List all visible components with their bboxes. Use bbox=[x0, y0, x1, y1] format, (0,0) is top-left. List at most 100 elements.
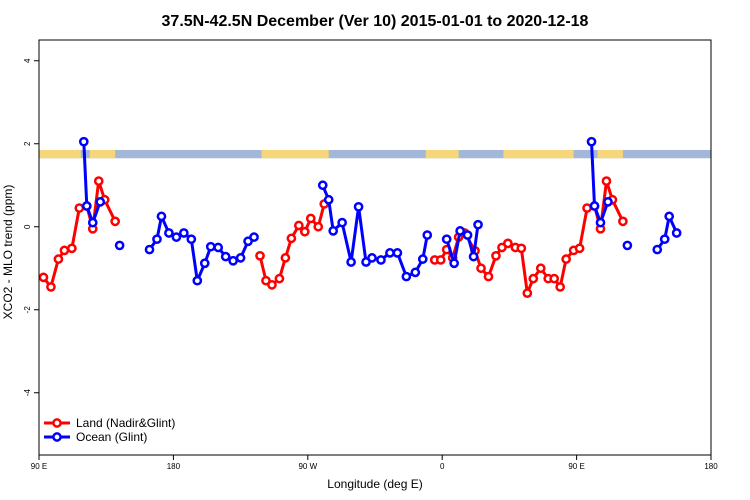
ocean-data-point bbox=[671, 228, 682, 238]
ocean-data-point bbox=[87, 217, 98, 228]
ocean-data-point bbox=[205, 241, 216, 252]
ocean-series-line bbox=[148, 214, 255, 283]
ocean-data-point bbox=[586, 136, 597, 147]
land-data-point bbox=[535, 263, 546, 274]
land-data-point bbox=[574, 243, 585, 254]
land-strip-segment bbox=[39, 149, 81, 159]
ocean-legend-label: Ocean (Glint) bbox=[76, 430, 147, 444]
ocean-data-point bbox=[235, 253, 246, 263]
ocean-data-point bbox=[179, 228, 189, 238]
land-strip-segment bbox=[425, 149, 459, 159]
plot-border bbox=[38, 39, 712, 456]
land-data-point bbox=[601, 176, 612, 186]
ocean-series-line bbox=[590, 141, 610, 225]
land-strip-segment bbox=[89, 149, 116, 159]
x-tick-label: 180 bbox=[704, 462, 718, 471]
plot-area bbox=[38, 136, 711, 298]
land-data-point bbox=[305, 213, 316, 224]
ocean-data-point bbox=[337, 217, 347, 228]
ocean-data-point bbox=[468, 251, 479, 262]
ocean-data-point bbox=[186, 234, 197, 245]
ocean-data-point bbox=[622, 240, 633, 251]
ocean-data-point bbox=[417, 254, 428, 264]
y-tick-label: 2 bbox=[23, 141, 32, 146]
ocean-series-line bbox=[82, 141, 102, 225]
x-tick-label: 180 bbox=[167, 462, 181, 471]
ocean-legend-marker bbox=[52, 432, 62, 442]
y-axis: 4 2 0 -2 -4 bbox=[23, 58, 39, 396]
ocean-data-point bbox=[220, 251, 231, 262]
ocean-data-point bbox=[353, 201, 364, 212]
land-data-point bbox=[293, 220, 304, 231]
ocean-data-point bbox=[664, 211, 675, 222]
land-data-point bbox=[274, 273, 285, 284]
land-strip-segment bbox=[597, 149, 623, 159]
land-data-point bbox=[618, 216, 628, 227]
ocean-series-line bbox=[321, 184, 429, 279]
land-data-point bbox=[313, 221, 324, 232]
ocean-data-point bbox=[595, 217, 606, 228]
ocean-data-point bbox=[422, 230, 433, 240]
ocean-data-point bbox=[659, 234, 670, 245]
ocean-series-line bbox=[655, 214, 679, 251]
land-data-point bbox=[46, 282, 56, 292]
ocean-data-point bbox=[462, 230, 473, 240]
ocean-data-point bbox=[441, 234, 452, 245]
ocean-data-point bbox=[199, 258, 210, 269]
ocean-data-point bbox=[385, 248, 395, 258]
land-data-point bbox=[549, 273, 560, 284]
legend: Land (Nadir&Glint)Ocean (Glint) bbox=[44, 416, 175, 444]
land-data-point bbox=[528, 273, 539, 284]
ocean-data-point bbox=[589, 201, 600, 211]
ocean-data-point bbox=[317, 180, 328, 191]
ocean-data-point bbox=[228, 255, 238, 266]
ocean-data-point bbox=[652, 244, 663, 255]
land-data-point bbox=[503, 238, 513, 249]
land-data-point bbox=[299, 226, 310, 237]
land-data-point bbox=[491, 250, 501, 261]
land-data-point bbox=[561, 254, 571, 264]
land-data-point bbox=[93, 176, 104, 186]
land-data-point bbox=[286, 233, 297, 244]
ocean-data-point bbox=[81, 201, 92, 211]
ocean-data-point bbox=[78, 136, 89, 147]
ocean-data-point bbox=[401, 271, 412, 282]
land-data-point bbox=[582, 203, 592, 213]
land-data-point bbox=[267, 280, 277, 290]
land-data-point bbox=[59, 245, 70, 256]
ocean-data-point bbox=[192, 275, 203, 286]
land-data-point bbox=[280, 253, 291, 263]
land-data-point bbox=[67, 243, 77, 254]
ocean-data-point bbox=[328, 226, 339, 236]
ocean-data-point bbox=[376, 255, 386, 265]
land-legend-label: Land (Nadir&Glint) bbox=[76, 416, 175, 430]
ocean-data-point bbox=[323, 194, 334, 205]
y-tick-label: -4 bbox=[23, 389, 32, 397]
land-data-point bbox=[555, 282, 566, 292]
ocean-data-point bbox=[449, 258, 459, 269]
land-strip-segment bbox=[503, 149, 574, 159]
land-legend-marker bbox=[52, 418, 62, 428]
ocean-data-point bbox=[152, 234, 162, 245]
ocean-data-point bbox=[164, 228, 174, 238]
x-tick-label: 90 W bbox=[298, 462, 317, 471]
ocean-data-point bbox=[249, 232, 259, 242]
land-data-point bbox=[74, 203, 85, 213]
ocean-data-point bbox=[114, 240, 125, 251]
land-strip-segment bbox=[261, 149, 329, 159]
ocean-data-point bbox=[367, 253, 377, 263]
ocean-data-point bbox=[144, 244, 155, 255]
land-data-point bbox=[476, 263, 486, 274]
ocean-data-point bbox=[95, 197, 106, 207]
ocean-data-point bbox=[171, 232, 182, 242]
ocean-data-point bbox=[213, 242, 224, 253]
x-tick-label: 90 E bbox=[568, 462, 584, 471]
land-data-point bbox=[483, 271, 494, 282]
y-tick-label: 4 bbox=[23, 58, 32, 63]
x-tick-label: 90 E bbox=[31, 462, 47, 471]
land-data-point bbox=[522, 288, 533, 298]
ocean-data-point bbox=[410, 267, 421, 278]
y-tick-label: 0 bbox=[23, 224, 32, 229]
x-axis: 90 E 180 90 W 0 90 E 180 bbox=[31, 455, 718, 471]
